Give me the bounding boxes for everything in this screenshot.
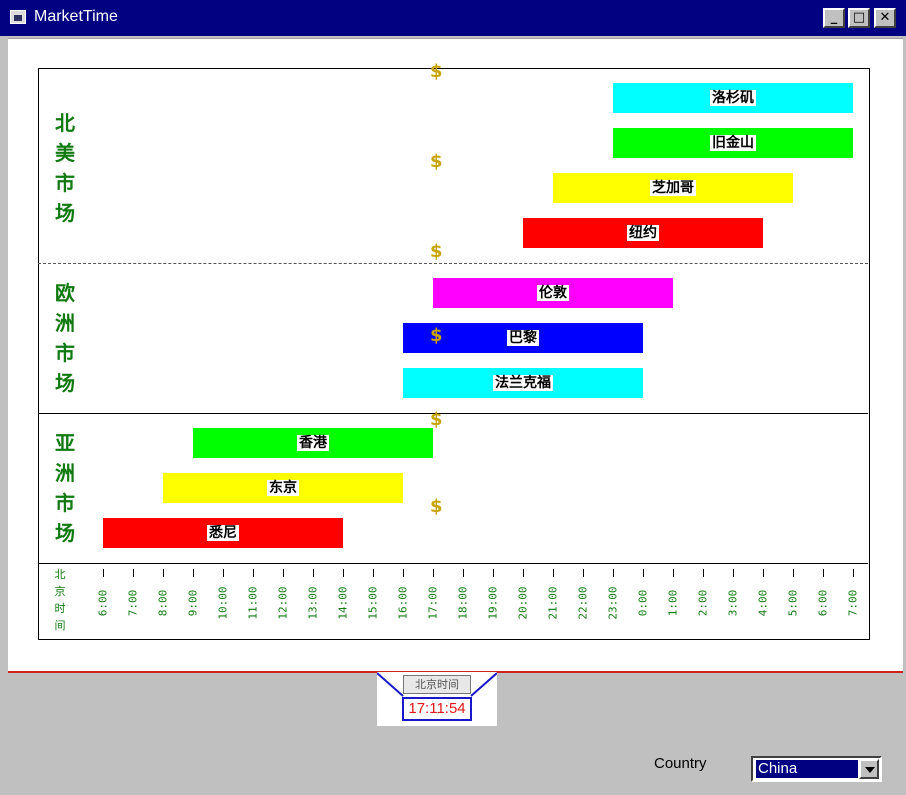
axis-tick-label: 4:00 xyxy=(756,589,770,617)
country-select-value[interactable]: China xyxy=(756,760,858,778)
axis-tick-label: 15:00 xyxy=(366,586,380,620)
axis-tick xyxy=(523,569,524,577)
axis-tick xyxy=(133,569,134,577)
axis-tick-label: 1:00 xyxy=(666,589,680,617)
axis-tick-label: 20:00 xyxy=(516,586,530,620)
axis-tick xyxy=(643,569,644,577)
axis-tick-label: 13:00 xyxy=(306,586,320,620)
axis-tick-label: 7:00 xyxy=(846,589,860,617)
market-bar: 法兰克福 xyxy=(403,368,643,398)
current-time-marker: $ xyxy=(430,325,443,346)
axis-tick xyxy=(163,569,164,577)
close-button[interactable]: ✕ xyxy=(874,8,896,28)
axis-tick xyxy=(193,569,194,577)
axis-tick-label: 17:00 xyxy=(426,586,440,620)
axis-tick-label: 0:00 xyxy=(636,589,650,617)
beijing-time-button[interactable]: 北京时间 xyxy=(403,675,471,694)
axis-tick-label: 16:00 xyxy=(396,586,410,620)
axis-tick-label: 22:00 xyxy=(576,586,590,620)
axis-tick-label: 3:00 xyxy=(726,589,740,617)
axis-tick xyxy=(673,569,674,577)
axis-tick xyxy=(853,569,854,577)
chevron-down-icon[interactable] xyxy=(859,759,879,779)
axis-tick-label: 18:00 xyxy=(456,586,470,620)
minimize-button[interactable]: _ xyxy=(823,8,845,28)
axis-tick-label: 14:00 xyxy=(336,586,350,620)
market-bar: 香港 xyxy=(193,428,433,458)
axis-tick xyxy=(253,569,254,577)
maximize-button[interactable]: □ xyxy=(848,8,870,28)
axis-tick xyxy=(613,569,614,577)
axis-tick-label: 19:00 xyxy=(486,586,500,620)
axis-tick xyxy=(823,569,824,577)
market-bar: 伦敦 xyxy=(433,278,673,308)
market-bar: 悉尼 xyxy=(103,518,343,548)
market-bar: 东京 xyxy=(163,473,403,503)
axis-tick-label: 6:00 xyxy=(96,589,110,617)
axis-tick-label: 7:00 xyxy=(126,589,140,617)
market-bar-label: 纽约 xyxy=(627,225,659,241)
axis-tick xyxy=(343,569,344,577)
axis-tick-label: 2:00 xyxy=(696,589,710,617)
axis-tick xyxy=(733,569,734,577)
app-icon[interactable] xyxy=(10,10,26,24)
axis-tick-label: 6:00 xyxy=(816,589,830,617)
axis-tick xyxy=(283,569,284,577)
time-axis-title: 北京时间 xyxy=(54,568,66,632)
market-bar-label: 伦敦 xyxy=(537,285,569,301)
region-label-north-america: 北美市场 xyxy=(55,111,75,225)
market-bar: 洛杉矶 xyxy=(613,83,853,113)
market-bar: 芝加哥 xyxy=(553,173,793,203)
axis-tick xyxy=(103,569,104,577)
current-time-marker: $ xyxy=(430,241,443,262)
axis-tick xyxy=(223,569,224,577)
current-time-marker: $ xyxy=(430,151,443,172)
axis-tick xyxy=(493,569,494,577)
market-bar-label: 香港 xyxy=(297,435,329,451)
axis-tick xyxy=(703,569,704,577)
axis-tick-label: 21:00 xyxy=(546,586,560,620)
axis-tick xyxy=(373,569,374,577)
title-bar[interactable]: MarketTime _ □ ✕ xyxy=(0,0,906,36)
region-label-asia: 亚洲市场 xyxy=(55,431,75,545)
axis-tick xyxy=(583,569,584,577)
axis-tick-label: 9:00 xyxy=(186,589,200,617)
current-time-marker: $ xyxy=(430,496,443,517)
market-bar-label: 法兰克福 xyxy=(493,375,553,391)
axis-tick-label: 11:00 xyxy=(246,586,260,620)
market-bar-label: 洛杉矶 xyxy=(710,90,756,106)
market-bar-label: 旧金山 xyxy=(710,135,756,151)
current-time-marker: $ xyxy=(430,61,443,82)
market-bar: 纽约 xyxy=(523,218,763,248)
axis-tick-label: 8:00 xyxy=(156,589,170,617)
country-label: Country xyxy=(654,755,707,772)
axis-tick-label: 23:00 xyxy=(606,586,620,620)
axis-tick xyxy=(553,569,554,577)
region-divider-1 xyxy=(38,263,868,265)
current-time-marker: $ xyxy=(430,409,443,430)
clock-time-display: 17:11:54 xyxy=(402,697,472,721)
region-divider-2 xyxy=(38,413,868,414)
axis-tick xyxy=(463,569,464,577)
axis-tick-label: 5:00 xyxy=(786,589,800,617)
axis-tick xyxy=(793,569,794,577)
region-label-europe: 欧洲市场 xyxy=(55,281,75,395)
country-select[interactable]: China xyxy=(751,756,882,782)
axis-tick-label: 12:00 xyxy=(276,586,290,620)
market-bar: 巴黎 xyxy=(403,323,643,353)
axis-tick xyxy=(763,569,764,577)
market-bar-label: 芝加哥 xyxy=(650,180,696,196)
market-bar-label: 悉尼 xyxy=(207,525,239,541)
axis-tick xyxy=(313,569,314,577)
axis-tick-label: 10:00 xyxy=(216,586,230,620)
axis-tick xyxy=(403,569,404,577)
axis-divider xyxy=(38,563,868,564)
market-bar-label: 巴黎 xyxy=(507,330,539,346)
axis-tick xyxy=(433,569,434,577)
market-bar-label: 东京 xyxy=(267,480,299,496)
market-bar: 旧金山 xyxy=(613,128,853,158)
window-title: MarketTime xyxy=(34,8,118,25)
